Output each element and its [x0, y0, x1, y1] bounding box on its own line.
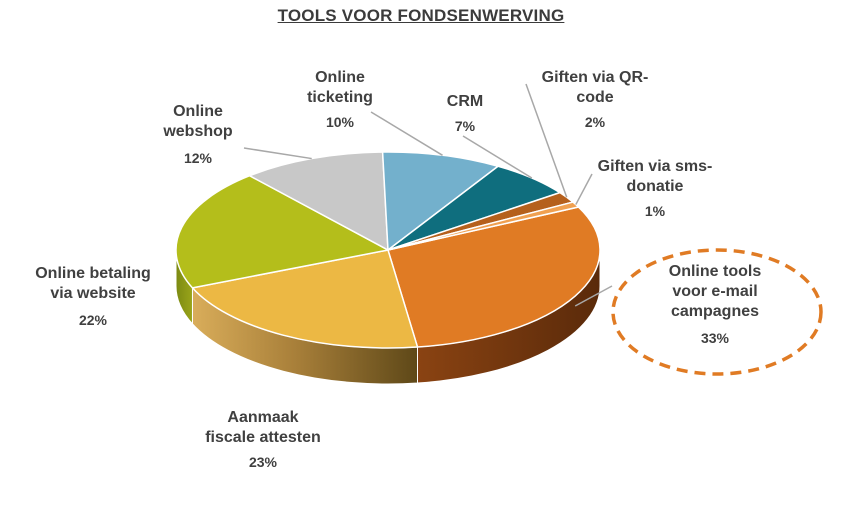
slice-label-email: Online tools voor e-mail campagnes 33%	[640, 262, 790, 348]
slice-label-qr: Giften via QR- code 2%	[520, 68, 670, 132]
value-label-sms: 1%	[644, 203, 666, 219]
leader-line-email	[574, 285, 613, 307]
slice-fiscale	[191, 249, 419, 349]
leader-line-sms	[575, 173, 593, 205]
slice-label-ticketing: Online ticketing 10%	[285, 68, 395, 132]
value-label-ticketing: 10%	[325, 114, 355, 130]
chart-title: TOOLS VOOR FONDSENWERVING	[277, 6, 565, 25]
highlight-dashed-circle	[611, 248, 823, 376]
leader-line-webshop	[243, 147, 312, 160]
value-label-betaling: 22%	[78, 312, 108, 328]
slice-label-webshop: Online webshop 12%	[138, 102, 258, 168]
value-label-fiscale: 23%	[248, 454, 278, 470]
value-label-qr: 2%	[584, 114, 606, 130]
value-label-email: 33%	[700, 330, 730, 346]
slice-email	[387, 206, 601, 348]
slice-ticketing	[381, 151, 499, 251]
slice-betaling	[175, 174, 389, 289]
slice-label-sms: Giften via sms- donatie 1%	[580, 157, 730, 221]
leader-line-crm	[462, 135, 533, 179]
slice-label-crm: CRM 7%	[430, 92, 500, 136]
slice-label-fiscale: Aanmaak fiscale attesten 23%	[188, 408, 338, 472]
slice-webshop	[248, 151, 389, 251]
slice-label-betaling: Online betaling via website 22%	[18, 264, 168, 330]
leader-line-qr	[525, 83, 568, 198]
leader-line-ticketing	[370, 111, 443, 156]
slice-sms	[387, 201, 580, 251]
value-label-webshop: 12%	[183, 150, 213, 166]
value-label-crm: 7%	[454, 118, 476, 134]
